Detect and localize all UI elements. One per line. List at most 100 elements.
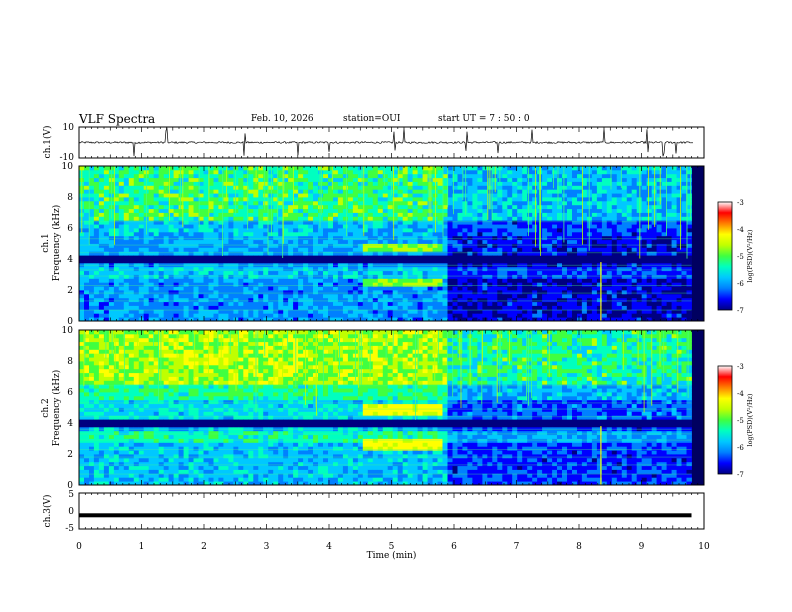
spectrogram-cell <box>183 286 189 291</box>
spectrogram-cell <box>497 181 503 186</box>
spectrogram-cell <box>238 224 244 229</box>
spectrogram-cell <box>382 216 389 221</box>
spectrogram-cell <box>233 231 239 237</box>
spectrogram-cell <box>392 189 399 194</box>
spectrogram-cell <box>542 216 548 221</box>
spectrogram-cell <box>572 166 578 171</box>
spectrogram-cell <box>173 259 179 264</box>
spectrogram-cell <box>103 169 110 175</box>
spectrogram-cell <box>372 169 379 175</box>
spectrogram-cell <box>387 173 394 179</box>
spectrogram-cell <box>253 259 259 264</box>
spectrogram-cell <box>676 309 682 314</box>
spectrogram-cell <box>427 274 433 279</box>
spectrogram-cell <box>567 290 573 295</box>
spectrogram-cell <box>397 278 404 283</box>
spectrogram-cell <box>93 185 100 190</box>
spectrogram-cell <box>656 305 662 310</box>
spectrogram-cell <box>193 231 199 237</box>
spectrogram-cell <box>567 239 573 244</box>
spectrogram-cell <box>303 212 309 217</box>
spectrogram-cell <box>158 243 165 248</box>
spectrogram-cell <box>606 305 613 310</box>
spectrogram-cell <box>517 255 523 260</box>
spectrogram-cell <box>591 309 598 314</box>
spectrogram-cell <box>223 200 229 206</box>
spectrogram-cell <box>402 189 409 194</box>
spectrogram-cell <box>362 216 369 221</box>
spectrogram-cell <box>427 235 433 241</box>
spectrogram-cell <box>352 181 359 186</box>
spectrogram-cell <box>577 228 583 233</box>
spectrogram-cell <box>173 317 179 322</box>
spectrogram-cell <box>591 317 598 322</box>
spectrogram-cell <box>437 270 443 275</box>
spectrogram-cell <box>467 301 473 306</box>
spectrogram-cell <box>377 200 384 206</box>
spectrogram-cell <box>616 231 623 237</box>
spectrogram-cell <box>313 189 319 194</box>
spectrogram-cell <box>522 297 528 303</box>
spectrogram-cell <box>666 181 672 186</box>
spectrogram-cell <box>103 317 110 322</box>
spectrogram-cell <box>268 247 274 252</box>
spectrogram-cell <box>173 181 179 186</box>
spectrogram-cell <box>631 305 638 310</box>
spectrogram-cell <box>532 220 538 225</box>
spectrogram-cell <box>303 235 309 241</box>
spectrogram-cell <box>676 197 682 202</box>
spectrogram-cell <box>397 286 404 291</box>
spectrogram-cell <box>377 228 384 233</box>
spectrogram-cell <box>352 177 359 182</box>
spectrogram-cell <box>93 293 100 299</box>
spectrogram-cell <box>347 216 354 221</box>
spectrogram-cell <box>591 204 598 210</box>
spectrogram-cell <box>253 317 259 322</box>
spectrogram-cell <box>323 293 329 299</box>
spectrogram-cell <box>263 208 269 213</box>
spectrogram-cell <box>467 293 473 299</box>
spectrogram-cell <box>108 274 115 279</box>
spectrogram-cell <box>89 259 95 264</box>
spectrogram-cell <box>417 212 423 217</box>
spectrogram-cell <box>337 189 344 194</box>
spectrogram-cell <box>621 290 628 295</box>
spectrogram-cell <box>601 166 608 171</box>
spectrogram-cell <box>427 181 433 186</box>
spectrogram-cell <box>163 305 170 310</box>
spectrogram-cell <box>268 231 274 237</box>
spectrogram-cell <box>601 220 608 225</box>
spectrogram-cell <box>402 173 409 179</box>
spectrogram-cell <box>123 297 130 303</box>
spectrogram-cell <box>193 177 199 182</box>
spectrogram-cell <box>616 189 623 194</box>
spectrogram-cell <box>228 239 234 244</box>
spectrogram-cell <box>243 189 249 194</box>
spectrogram-cell <box>651 266 658 272</box>
spectrogram-cell <box>512 286 518 291</box>
spectrogram-cell <box>467 286 473 291</box>
spectrogram-cell <box>357 197 364 202</box>
spectrogram-cell <box>218 301 224 306</box>
spectrogram-cell <box>591 193 598 198</box>
spectrogram-cell <box>412 200 418 206</box>
spectrogram-cell <box>477 309 483 314</box>
spectrogram-cell <box>333 270 339 275</box>
spectrogram-cell <box>308 166 314 171</box>
spectrogram-cell <box>646 193 653 198</box>
spectrogram-cell <box>377 297 384 303</box>
spectrogram-cell <box>547 212 553 217</box>
spectrogram-cell <box>357 200 364 206</box>
spectrogram-cell <box>512 305 518 310</box>
spectrogram-cell <box>342 173 349 179</box>
spectrogram-cell <box>133 251 140 256</box>
spectrogram-cell <box>318 193 324 198</box>
spectrogram-cell <box>382 255 389 260</box>
spectrogram-cell <box>681 181 687 186</box>
spectrogram-cell <box>153 208 160 213</box>
spectrogram-cell <box>123 193 130 198</box>
spectrogram-cell <box>552 197 558 202</box>
spectrogram-cell <box>203 212 209 217</box>
spectrogram-cell <box>397 266 404 272</box>
spectrogram-cell <box>293 313 299 318</box>
